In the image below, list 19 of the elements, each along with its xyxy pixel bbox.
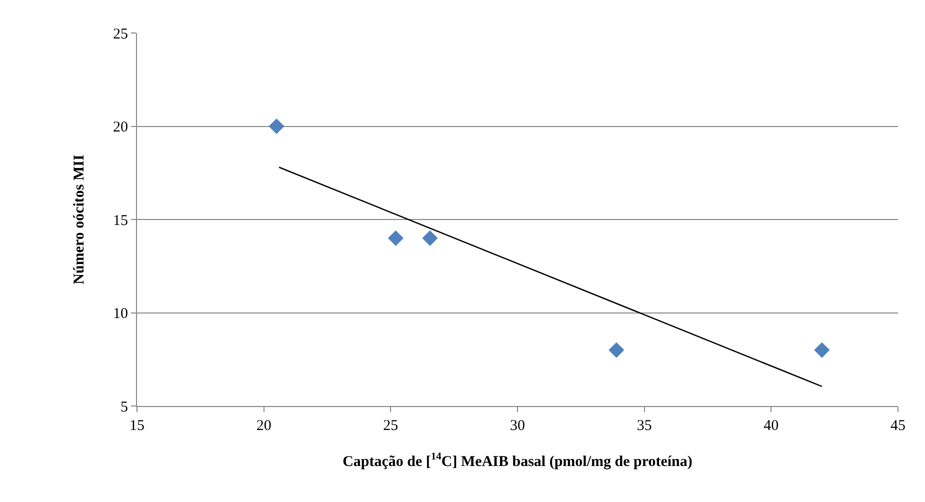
y-tick-label: 20 xyxy=(113,120,128,136)
point xyxy=(268,118,284,134)
y-axis-title: Número oócitos MII xyxy=(71,154,88,284)
y-tick-label: 10 xyxy=(113,306,128,322)
y-tick-label: 5 xyxy=(120,399,128,416)
point xyxy=(608,342,624,358)
x-tick-label: 40 xyxy=(764,418,779,434)
point xyxy=(388,230,404,246)
x-tick-label: 15 xyxy=(130,418,144,434)
y-tick-label: 15 xyxy=(113,212,128,229)
x-axis-title: Captação de [$^{14}$C] MeAIB basal (pmol/mg de proteína) xyxy=(342,452,692,470)
x-tick-label: 30 xyxy=(510,418,525,434)
x-tick-label: 20 xyxy=(256,418,272,434)
y-tick-label: 25 xyxy=(113,26,128,42)
x-tick-label: 45 xyxy=(890,418,906,434)
point xyxy=(422,230,438,246)
x-tick-label: 25 xyxy=(383,418,398,434)
point xyxy=(814,342,830,358)
x-tick-label: 35 xyxy=(636,418,652,434)
